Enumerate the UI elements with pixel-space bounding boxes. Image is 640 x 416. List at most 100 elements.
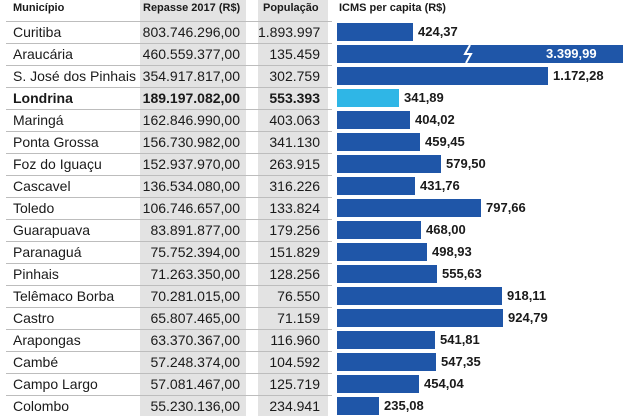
cell-repasse: 71.263.350,00 xyxy=(150,266,240,282)
cell-repasse: 152.937.970,00 xyxy=(142,156,240,172)
cell-municipio: Cambé xyxy=(13,354,59,370)
cell-populacao: 403.063 xyxy=(269,112,320,128)
icms-value-label: 431,76 xyxy=(420,178,460,193)
cell-repasse: 57.248.374,00 xyxy=(150,354,240,370)
cell-municipio: Colombo xyxy=(13,398,70,414)
row-divider xyxy=(6,395,332,396)
icms-bar xyxy=(337,45,623,63)
row-divider xyxy=(6,219,332,220)
cell-municipio: S. José dos Pinhais xyxy=(13,68,136,84)
cell-populacao: 179.256 xyxy=(269,222,320,238)
cell-populacao: 128.256 xyxy=(269,266,320,282)
cell-repasse: 156.730.982,00 xyxy=(142,134,240,150)
cell-repasse: 70.281.015,00 xyxy=(150,288,240,304)
axis-break-icon xyxy=(463,45,473,63)
cell-populacao: 76.550 xyxy=(277,288,320,304)
cell-municipio: Araucária xyxy=(13,46,73,62)
icms-bar xyxy=(337,221,421,239)
icms-value-label: 541,81 xyxy=(440,332,480,347)
cell-repasse: 354.917.817,00 xyxy=(142,68,240,84)
cell-populacao: 234.941 xyxy=(269,398,320,414)
repasse-column-bg xyxy=(140,0,246,416)
cell-populacao: 71.159 xyxy=(277,310,320,326)
row-divider xyxy=(6,65,332,66)
cell-repasse: 162.846.990,00 xyxy=(142,112,240,128)
icms-value-label: 547,35 xyxy=(441,354,481,369)
cell-populacao: 316.226 xyxy=(269,178,320,194)
icms-bar xyxy=(337,265,437,283)
cell-repasse: 136.534.080,00 xyxy=(142,178,240,194)
header-repasse: Repasse 2017 (R$) xyxy=(143,2,241,14)
icms-value-label: 341,89 xyxy=(404,90,444,105)
icms-value-label: 424,37 xyxy=(418,24,458,39)
row-divider xyxy=(6,373,332,374)
cell-repasse: 460.559.377,00 xyxy=(142,46,240,62)
cell-populacao: 553.393 xyxy=(269,90,320,106)
cell-municipio: Curitiba xyxy=(13,24,62,40)
icms-bar xyxy=(337,309,503,327)
cell-municipio: Castro xyxy=(13,310,55,326)
icms-value-label: 918,11 xyxy=(507,288,547,303)
cell-repasse: 55.230.136,00 xyxy=(150,398,240,414)
row-divider xyxy=(6,351,332,352)
row-divider xyxy=(6,43,332,44)
header-icms: ICMS per capita (R$) xyxy=(339,2,446,14)
cell-populacao: 302.759 xyxy=(269,68,320,84)
cell-municipio: Pinhais xyxy=(13,266,59,282)
cell-populacao: 133.824 xyxy=(269,200,320,216)
row-divider xyxy=(6,87,332,88)
icms-value-label: 579,50 xyxy=(446,156,486,171)
icms-bar xyxy=(337,111,410,129)
icms-value-label: 468,00 xyxy=(426,222,466,237)
icms-bar xyxy=(337,243,427,261)
icms-bar xyxy=(337,287,502,305)
icms-bar xyxy=(337,23,413,41)
cell-municipio: Foz do Iguaçu xyxy=(13,156,102,172)
cell-populacao: 1.893.997 xyxy=(258,24,321,40)
icms-bar xyxy=(337,375,419,393)
icms-bar xyxy=(337,177,415,195)
cell-populacao: 116.960 xyxy=(270,332,320,348)
cell-municipio: Maringá xyxy=(13,112,64,128)
cell-municipio: Cascavel xyxy=(13,178,71,194)
icms-value-label: 404,02 xyxy=(415,112,455,127)
icms-bar xyxy=(337,353,436,371)
icms-bar xyxy=(337,89,399,107)
row-divider xyxy=(6,197,332,198)
cell-municipio: Telêmaco Borba xyxy=(13,288,115,304)
row-divider xyxy=(6,307,332,308)
row-divider xyxy=(6,131,332,132)
icms-value-label: 797,66 xyxy=(486,200,526,215)
cell-repasse: 83.891.877,00 xyxy=(150,222,240,238)
cell-populacao: 135.459 xyxy=(269,46,320,62)
cell-populacao: 263.915 xyxy=(269,156,320,172)
cell-municipio: Campo Largo xyxy=(13,376,98,392)
row-divider xyxy=(6,175,332,176)
cell-municipio: Londrina xyxy=(13,90,73,106)
icms-bar xyxy=(337,199,481,217)
cell-repasse: 75.752.394,00 xyxy=(150,244,240,260)
cell-repasse: 57.081.467,00 xyxy=(150,376,240,392)
icms-value-label: 3.399,99 xyxy=(546,46,597,61)
cell-repasse: 65.807.465,00 xyxy=(150,310,240,326)
row-divider xyxy=(6,109,332,110)
cell-municipio: Arapongas xyxy=(13,332,81,348)
icms-bar xyxy=(337,397,379,415)
icms-value-label: 924,79 xyxy=(508,310,548,325)
row-divider xyxy=(6,329,332,330)
cell-repasse: 63.370.367,00 xyxy=(150,332,240,348)
icms-value-label: 454,04 xyxy=(424,376,464,391)
cell-municipio: Paranaguá xyxy=(13,244,82,260)
cell-repasse: 106.746.657,00 xyxy=(142,200,240,216)
header-populacao: População xyxy=(263,2,319,14)
cell-populacao: 104.592 xyxy=(269,354,320,370)
icms-bar xyxy=(337,133,420,151)
row-divider xyxy=(6,285,332,286)
header-municipio: Município xyxy=(13,2,65,14)
cell-populacao: 151.829 xyxy=(269,244,320,260)
icms-value-label: 498,93 xyxy=(432,244,472,259)
row-divider xyxy=(6,153,332,154)
population-column-bg xyxy=(258,0,328,416)
icms-value-label: 555,63 xyxy=(442,266,482,281)
